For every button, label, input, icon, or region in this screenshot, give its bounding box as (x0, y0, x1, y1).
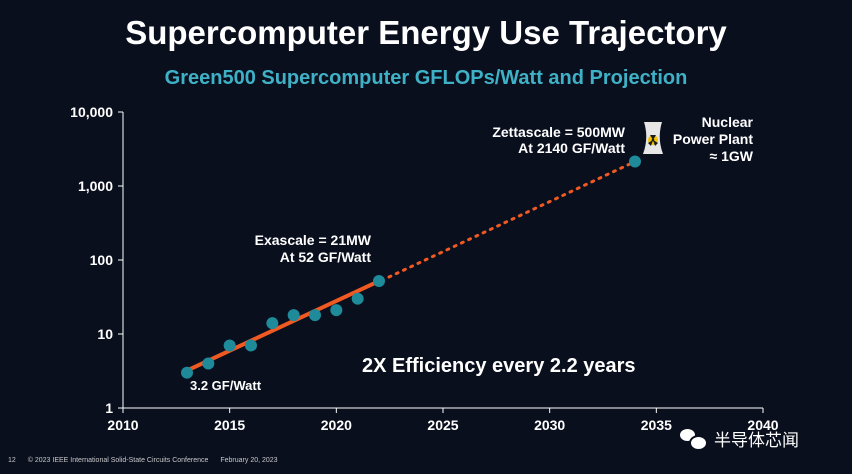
trend-line (186, 279, 380, 373)
x-tick-label: 2030 (534, 417, 565, 433)
page-number: 12 (8, 457, 16, 464)
x-tick-label: 2035 (641, 417, 672, 433)
data-point (181, 366, 193, 379)
y-tick-label: 100 (90, 252, 114, 268)
projection-line (387, 160, 637, 279)
x-tick-label: 2020 (321, 417, 352, 433)
x-tick-label: 2040 (747, 417, 778, 433)
exascale-label-1: Exascale = 21MW (255, 232, 372, 248)
y-tick-label: 1 (105, 400, 113, 416)
y-tick-label: 1,000 (78, 178, 113, 194)
x-tick-label: 2025 (427, 417, 458, 433)
nuclear-label-1: Nuclear (702, 114, 754, 130)
exascale-label-2: At 52 GF/Watt (280, 249, 372, 265)
wechat-icon (680, 427, 708, 451)
chart-subtitle: Green500 Supercomputer GFLOPs/Watt and P… (164, 67, 688, 89)
nuclear-cooling-tower-icon (643, 122, 663, 154)
data-point (330, 304, 343, 317)
data-point (351, 292, 364, 305)
data-point (373, 275, 385, 288)
footer-date: February 20, 2023 (220, 457, 278, 464)
x-tick-label: 2015 (214, 417, 245, 433)
copyright: © 2023 IEEE International Solid-State Ci… (27, 457, 209, 464)
page-title: Supercomputer Energy Use Trajectory (125, 14, 727, 51)
nuclear-label-2: Power Plant (673, 131, 753, 147)
y-tick-label: 10 (97, 326, 113, 342)
data-point (223, 339, 236, 352)
y-tick-label: 10,000 (70, 104, 113, 120)
start-label: 3.2 GF/Watt (190, 378, 262, 393)
footer: 12 © 2023 IEEE International Solid-State… (8, 457, 288, 464)
watermark-text: 半导体芯闻 (714, 430, 799, 450)
x-tick-label: 2010 (107, 417, 138, 433)
zettascale-label-1: Zettascale = 500MW (492, 124, 625, 140)
efficiency-label: 2X Efficiency every 2.2 years (362, 355, 636, 377)
data-point (266, 317, 279, 330)
data-point (629, 155, 641, 168)
nuclear-label-3: ≈ 1GW (710, 148, 754, 164)
data-point (287, 309, 300, 322)
data-point (245, 339, 257, 352)
zettascale-label-2: At 2140 GF/Watt (518, 140, 625, 156)
watermark: 半导体芯闻 (680, 424, 799, 452)
data-point (309, 309, 321, 322)
data-point (202, 357, 215, 370)
